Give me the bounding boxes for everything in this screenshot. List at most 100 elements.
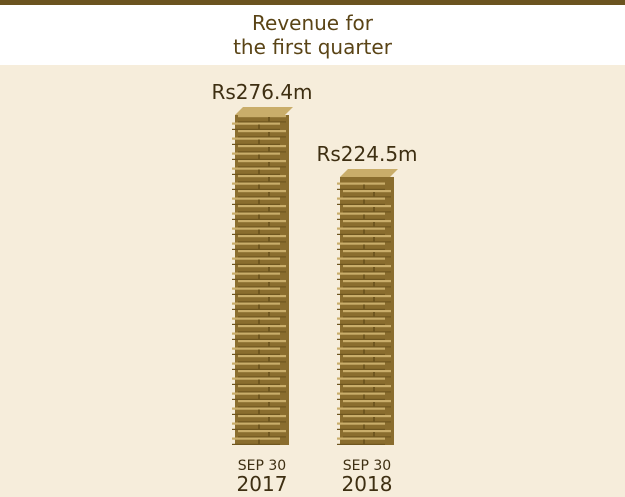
brick-edge — [232, 293, 280, 295]
brick-joint — [268, 402, 270, 407]
brick-top — [337, 347, 385, 350]
brick-joint — [363, 304, 365, 309]
brick-top — [238, 370, 286, 373]
brick-joint — [268, 207, 270, 212]
brick-edge — [232, 278, 280, 280]
brick-edge — [343, 241, 391, 243]
brick-joint — [373, 222, 375, 227]
brick-joint — [363, 259, 365, 264]
brick-top — [343, 400, 391, 403]
brick-edge — [337, 338, 385, 340]
brick-joint — [363, 244, 365, 249]
brick-edge — [343, 211, 391, 213]
brick-joint — [268, 192, 270, 197]
brick-edge — [337, 188, 385, 190]
bar-stack — [337, 168, 398, 445]
brick-top — [232, 377, 280, 380]
brick-edge — [238, 226, 286, 228]
brick-edge — [337, 203, 385, 205]
brick-joint — [268, 222, 270, 227]
brick-edge — [232, 398, 280, 400]
brick-joint — [363, 289, 365, 294]
brick-edge — [337, 383, 385, 385]
brick-edge — [232, 443, 280, 445]
brick-edge — [238, 346, 286, 348]
brick-edge — [337, 293, 385, 295]
brick-top — [232, 227, 280, 230]
brick-edge — [238, 286, 286, 288]
brick-top — [343, 385, 391, 388]
brick-joint — [373, 297, 375, 302]
brick-joint — [363, 349, 365, 354]
brick-top — [232, 152, 280, 155]
brick-joint — [363, 274, 365, 279]
brick-joint — [363, 394, 365, 399]
brick-top — [238, 115, 286, 118]
brick-top — [232, 197, 280, 200]
brick-edge — [232, 323, 280, 325]
brick-joint — [373, 417, 375, 422]
brick-top — [337, 227, 385, 230]
bar-stack — [232, 107, 293, 445]
brick-top — [238, 250, 286, 253]
brick-edge — [238, 136, 286, 138]
brick-edge — [238, 211, 286, 213]
brick-edge — [238, 241, 286, 243]
brick-top — [337, 392, 385, 395]
brick-top — [238, 205, 286, 208]
brick-joint — [373, 357, 375, 362]
brick-top — [343, 190, 391, 193]
brick-edge — [238, 121, 286, 123]
brick-top — [238, 160, 286, 163]
brick-top — [232, 347, 280, 350]
brick-top — [232, 287, 280, 290]
brick-top — [238, 280, 286, 283]
x-tick-label-year: 2018 — [342, 472, 393, 496]
brick-edge — [337, 398, 385, 400]
brick-joint — [373, 237, 375, 242]
brick-top — [232, 422, 280, 425]
brick-top — [238, 235, 286, 238]
brick-top — [337, 257, 385, 260]
brick-top — [232, 332, 280, 335]
brick-top — [232, 242, 280, 245]
data-label: Rs224.5m — [316, 142, 417, 166]
brick-joint — [363, 424, 365, 429]
brick-top — [232, 392, 280, 395]
brick-edge — [238, 166, 286, 168]
brick-joint — [373, 252, 375, 257]
brick-joint — [363, 409, 365, 414]
brick-edge — [232, 263, 280, 265]
brick-edge — [343, 421, 391, 423]
chart-header: Revenue for the first quarter — [0, 5, 625, 65]
brick-joint — [268, 267, 270, 272]
brick-joint — [363, 199, 365, 204]
brick-top — [238, 385, 286, 388]
brick-edge — [337, 443, 385, 445]
brick-top — [337, 287, 385, 290]
brick-joint — [363, 229, 365, 234]
brick-edge — [343, 256, 391, 258]
brick-joint — [258, 199, 260, 204]
bar-cap — [235, 107, 293, 115]
brick-edge — [238, 181, 286, 183]
brick-top — [343, 235, 391, 238]
brick-joint — [373, 372, 375, 377]
x-tick-label-year: 2017 — [237, 472, 288, 496]
brick-top — [337, 422, 385, 425]
brick-edge — [232, 413, 280, 415]
brick-top — [232, 182, 280, 185]
chart-title-line-1: Revenue for — [252, 11, 373, 35]
brick-top — [232, 317, 280, 320]
brick-top — [337, 362, 385, 365]
brick-joint — [363, 184, 365, 189]
brick-edge — [343, 286, 391, 288]
brick-top — [337, 197, 385, 200]
brick-edge — [343, 316, 391, 318]
brick-joint — [258, 124, 260, 129]
brick-edge — [238, 421, 286, 423]
brick-edge — [343, 301, 391, 303]
brick-joint — [258, 364, 260, 369]
brick-joint — [363, 319, 365, 324]
brick-joint — [363, 439, 365, 444]
